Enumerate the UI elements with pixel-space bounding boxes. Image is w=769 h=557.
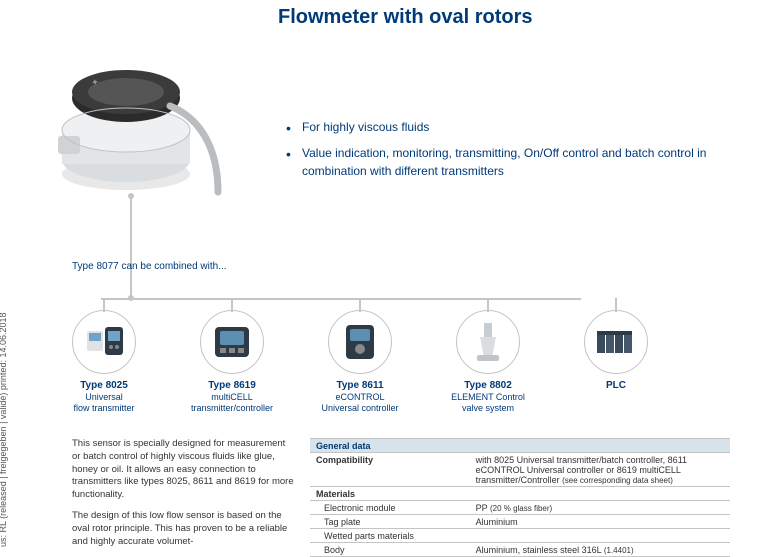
cell-value: with 8025 Universal transmitter/batch co…	[470, 453, 730, 487]
bullet-item: For highly viscous fluids	[286, 118, 739, 136]
cell-label: Wetted parts materials	[310, 529, 470, 543]
desc-p1: This sensor is specially designed for me…	[72, 438, 296, 502]
cell-value: PP (20 % glass fiber)	[470, 501, 730, 515]
combined-with-label: Type 8077 can be combined with...	[72, 261, 227, 272]
cell-label: Tag plate	[310, 515, 470, 529]
thumb-8025: Type 8025 Universal flow transmitter	[60, 280, 148, 414]
thumb-sub: eCONTROL	[316, 392, 404, 403]
table-row: Body Aluminium, stainless steel 316L (1.…	[310, 543, 730, 557]
table-row: Tag plate Aluminium	[310, 515, 730, 529]
table-row: Electronic module PP (20 % glass fiber)	[310, 501, 730, 515]
table-row: Wetted parts materials	[310, 529, 730, 543]
cell-label: Materials	[310, 487, 470, 501]
release-stamp: us: RL (released | freigegeben | validé)…	[0, 313, 8, 548]
thumb-8611: Type 8611 eCONTROL Universal controller	[316, 280, 404, 414]
thumb-plc: PLC	[572, 280, 660, 414]
thumb-icon	[72, 310, 136, 374]
thumb-sub: transmitter/controller	[188, 403, 276, 414]
thumb-title: Type 8802	[444, 380, 532, 392]
cell-label: Compatibility	[310, 453, 470, 487]
feature-bullets: For highly viscous fluids Value indicati…	[286, 118, 739, 188]
cell-value	[470, 487, 730, 501]
cell-label: Electronic module	[310, 501, 470, 515]
thumb-8802: Type 8802 ELEMENT Control valve system	[444, 280, 532, 414]
page-title: Flowmeter with oval rotors	[278, 6, 532, 29]
thumb-sub: Universal	[60, 392, 148, 403]
bullet-item: Value indication, monitoring, transmitti…	[286, 144, 739, 180]
thumb-title: PLC	[572, 380, 660, 392]
thumb-sub: flow transmitter	[60, 403, 148, 414]
table-row: Materials	[310, 487, 730, 501]
thumb-icon	[200, 310, 264, 374]
table-row: Compatibility with 8025 Universal transm…	[310, 453, 730, 487]
cell-label: Body	[310, 543, 470, 557]
spec-table: General data Compatibility with 8025 Uni…	[310, 438, 730, 557]
table-header: General data	[310, 439, 730, 453]
product-image: ✦	[40, 42, 230, 202]
thumb-title: Type 8619	[188, 380, 276, 392]
thumb-icon	[328, 310, 392, 374]
cell-value: Aluminium	[470, 515, 730, 529]
thumb-sub: Universal controller	[316, 403, 404, 414]
thumb-title: Type 8611	[316, 380, 404, 392]
combination-thumbnails: Type 8025 Universal flow transmitter Typ…	[60, 280, 660, 414]
thumb-title: Type 8025	[60, 380, 148, 392]
thumb-icon	[456, 310, 520, 374]
description-text: This sensor is specially designed for me…	[72, 438, 296, 557]
cell-value: Aluminium, stainless steel 316L (1.4401)	[470, 543, 730, 557]
thumb-sub: ELEMENT Control	[444, 392, 532, 403]
thumb-8619: Type 8619 multiCELL transmitter/controll…	[188, 280, 276, 414]
thumb-icon	[584, 310, 648, 374]
cell-value	[470, 529, 730, 543]
desc-p2: The design of this low flow sensor is ba…	[72, 510, 296, 548]
thumb-sub: valve system	[444, 403, 532, 414]
thumb-sub: multiCELL	[188, 392, 276, 403]
